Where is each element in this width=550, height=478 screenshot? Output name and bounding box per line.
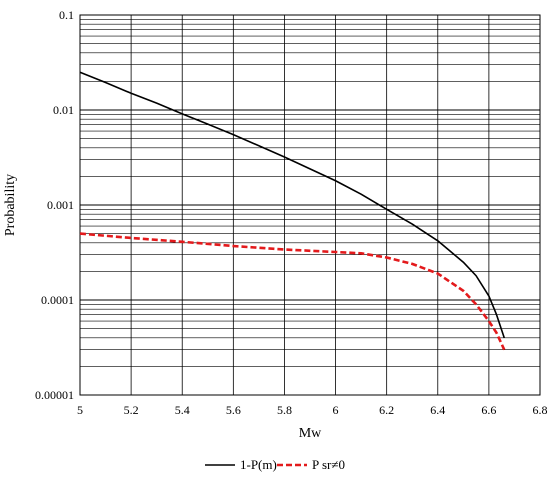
x-tick-label: 6	[333, 403, 339, 417]
x-tick-label: 5	[77, 403, 83, 417]
y-tick-label: 0.1	[59, 8, 74, 22]
series-line-1	[79, 71, 505, 339]
x-tick-label: 6.2	[379, 403, 394, 417]
x-tick-label: 5.2	[124, 403, 139, 417]
legend: 1-P(m) P sr≠0	[205, 457, 345, 472]
legend-label: P sr≠0	[312, 457, 345, 472]
y-tick-label: 0.01	[53, 103, 74, 117]
x-tick-label: 6.8	[533, 403, 548, 417]
y-tick-label: 0.00001	[35, 388, 74, 402]
y-axis-ticks: 0.00001 0.0001 0.001 0.01 0.1	[35, 8, 74, 402]
x-tick-label: 5.4	[175, 403, 190, 417]
x-tick-label: 6.4	[430, 403, 445, 417]
x-axis-ticks: 5 5.2 5.4 5.6 5.8 6 6.2 6.4 6.6 6.8	[77, 403, 548, 417]
x-tick-label: 5.8	[277, 403, 292, 417]
series-line-2	[79, 232, 506, 351]
series-layer	[79, 71, 506, 351]
legend-label: 1-P(m)	[240, 457, 277, 472]
y-tick-label: 0.0001	[41, 293, 74, 307]
x-tick-label: 6.6	[481, 403, 496, 417]
grid	[79, 15, 541, 396]
x-axis-label: Mw	[299, 426, 322, 441]
plot-area	[79, 14, 541, 396]
y-tick-label: 0.001	[47, 198, 74, 212]
x-tick-label: 5.6	[226, 403, 241, 417]
y-axis-label: Probability	[3, 174, 18, 236]
